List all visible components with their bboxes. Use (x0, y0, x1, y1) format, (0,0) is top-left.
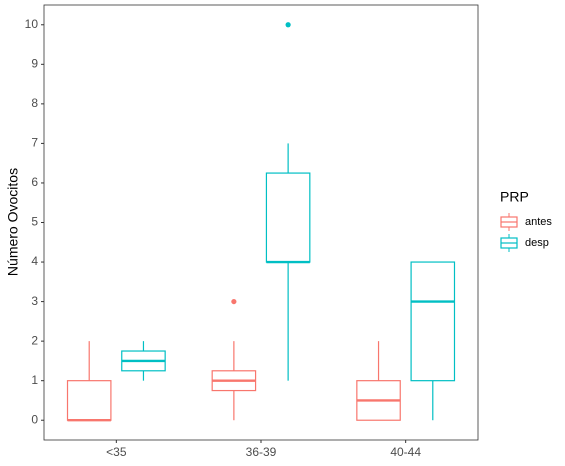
legend-title: PRP (500, 189, 529, 205)
box (265, 172, 311, 263)
x-tick-label: 36-39 (246, 445, 277, 459)
y-tick-label: 4 (31, 254, 38, 268)
legend-label: antes (525, 216, 552, 228)
y-tick-label: 8 (31, 96, 38, 110)
y-axis-label: Número Ovocitos (5, 168, 21, 276)
outlier (285, 22, 291, 28)
x-tick-label: <35 (106, 445, 127, 459)
y-tick-label: 7 (31, 136, 38, 150)
y-tick-label: 1 (31, 373, 38, 387)
box (66, 380, 112, 421)
y-tick-label: 10 (25, 17, 39, 31)
y-tick-label: 5 (31, 215, 38, 229)
x-tick-label: 40-44 (390, 445, 421, 459)
box (410, 261, 456, 382)
y-tick-label: 9 (31, 56, 38, 70)
panel (43, 4, 479, 441)
outlier (231, 298, 237, 305)
y-tick-label: 0 (31, 412, 38, 426)
y-tick-label: 2 (31, 333, 38, 347)
y-tick-label: 6 (31, 175, 38, 189)
y-tick-label: 3 (31, 294, 38, 308)
legend-label: desp (525, 237, 549, 249)
